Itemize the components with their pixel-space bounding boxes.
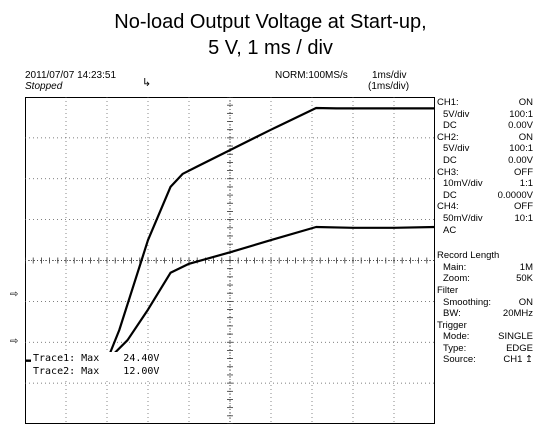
ch2-coupling: DC (443, 154, 457, 166)
filter-heading: Filter (437, 284, 459, 296)
ch1-probe: 100:1 (509, 108, 533, 120)
main-key: Main: (443, 261, 467, 273)
rising-edge-icon: ↥ (525, 354, 533, 366)
ch2-probe: 100:1 (509, 143, 533, 155)
smoothing-value: ON (518, 296, 533, 308)
ch3-state: OFF (514, 166, 533, 178)
ch2-state: ON (518, 131, 533, 143)
main-value: 1M (519, 261, 533, 273)
trigger-heading: Trigger (437, 319, 467, 331)
ch1-level-marker-icon: ⇨ (10, 289, 19, 300)
chart-title-line1: No-load Output Voltage at Start-up, (114, 11, 427, 33)
timebase-label: 1ms/div (372, 70, 407, 81)
chart-title-line2: 5 V, 1 ms / div (208, 37, 333, 59)
smoothing-key: Smoothing: (443, 296, 492, 308)
ch3-probe: 1:1 (519, 178, 533, 190)
type-key: Type: (443, 342, 467, 354)
ch3-vdiv: 10mV/div (443, 178, 483, 190)
type-value: EDGE (506, 342, 533, 354)
ch4-probe: 10:1 (514, 212, 534, 224)
bw-key: BW: (443, 308, 461, 320)
zoom-key: Zoom: (443, 273, 470, 285)
datetime-label: 2011/07/07 14:23:51 (25, 70, 117, 81)
mode-value: SINGLE (498, 331, 533, 343)
ch2-name: CH2: (437, 131, 459, 143)
acquisition-mode-label: NORM:100MS/s (275, 70, 348, 81)
ch2-vdiv: 5V/div (443, 143, 470, 155)
ch2-level-marker-icon: ⇨ (10, 336, 19, 347)
ch3-name: CH3: (437, 166, 459, 178)
trigger-position-icon: ↳ (142, 77, 152, 89)
settings-panel: CH1: ON 5V/div 100:1 DC 0.00V CH2: ON 5V/div… (437, 97, 533, 366)
ch4-coupling: AC (443, 224, 457, 236)
ch3-offset: 0.0000V (497, 189, 533, 201)
ch1-offset: 0.00V (508, 120, 533, 132)
ch1-state: ON (518, 97, 533, 108)
timebase-zoom-label: (1ms/div) (368, 81, 410, 92)
record-length-heading: Record Length (437, 250, 500, 262)
ch1-coupling: DC (443, 120, 457, 132)
ch4-name: CH4: (437, 201, 459, 213)
mode-key: Mode: (443, 331, 470, 343)
source-value: CH1 (503, 354, 523, 366)
ch2-offset: 0.00V (508, 154, 533, 166)
ch4-state: OFF (514, 201, 533, 213)
source-key: Source: (443, 354, 476, 366)
ch3-coupling: DC (443, 189, 457, 201)
ch1-name: CH1: (437, 97, 459, 108)
trace-2-line (25, 225, 435, 362)
ch1-vdiv: 5V/div (443, 108, 470, 120)
status-label: Stopped (25, 81, 63, 92)
traces (25, 106, 435, 362)
trace1-measurement: Trace1: Max 24.40V (33, 353, 160, 364)
ch4-vdiv: 50mV/div (443, 212, 483, 224)
zoom-value: 50K (516, 273, 533, 285)
trace-measurements: Trace1: Max 24.40V Trace2: Max 12.00V (31, 352, 162, 378)
bw-value: 20MHz (502, 308, 533, 320)
trace2-measurement: Trace2: Max 12.00V (33, 366, 160, 377)
trace-1-line (25, 106, 435, 362)
